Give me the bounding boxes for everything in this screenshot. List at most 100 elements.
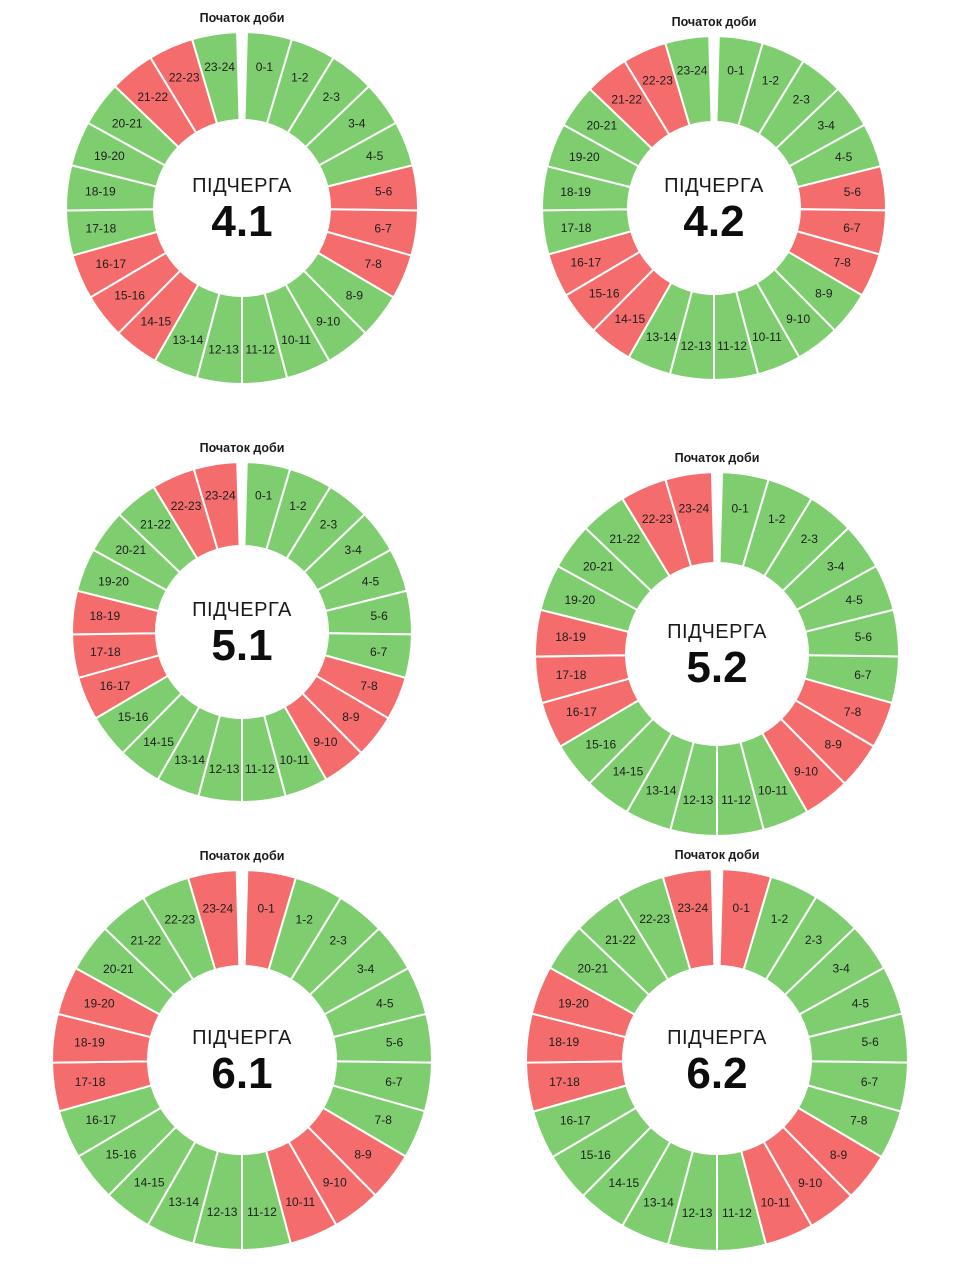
segment-label: 18-19 bbox=[74, 1035, 105, 1049]
segment-label: 17-18 bbox=[90, 645, 121, 659]
segment-23-24-power-off bbox=[664, 471, 716, 568]
segment-label: 16-17 bbox=[100, 679, 131, 693]
schedule-chart-4.2: 0-1 1-2 2-3 3-4 4-5 5-6 6-7 7-8 8-9 9-10 10-11 11-1… bbox=[541, 15, 887, 382]
segment-label: 13-14 bbox=[643, 1196, 674, 1210]
segment-label: 6-7 bbox=[374, 221, 392, 235]
subqueue-number: 4.1 bbox=[211, 197, 272, 246]
segment-label: 12-13 bbox=[209, 762, 240, 776]
segment-label: 8-9 bbox=[815, 287, 833, 301]
segment-label: 20-21 bbox=[112, 116, 143, 130]
segment-label: 9-10 bbox=[316, 315, 340, 329]
segment-label: 13-14 bbox=[168, 1195, 199, 1209]
segment-label: 11-12 bbox=[717, 339, 747, 353]
segment-label: 10-11 bbox=[761, 1196, 791, 1210]
segment-label: 3-4 bbox=[832, 962, 850, 976]
segment-label: 5-6 bbox=[375, 185, 393, 199]
segment-label: 16-17 bbox=[566, 705, 597, 719]
subqueue-number: 4.2 bbox=[683, 197, 744, 246]
segment-label: 8-9 bbox=[354, 1147, 372, 1161]
segment-label: 12-13 bbox=[681, 339, 712, 353]
segment-label: 21-22 bbox=[609, 532, 640, 546]
segment-label: 23-24 bbox=[678, 501, 709, 515]
segment-label: 10-11 bbox=[758, 783, 788, 797]
schedule-chart-5.2: 0-1 1-2 2-3 3-4 4-5 5-6 6-7 7-8 8-9 9-10 10-11 11-1… bbox=[534, 451, 900, 838]
start-of-day-label: Початок доби bbox=[672, 15, 757, 29]
segment-label: 4-5 bbox=[362, 574, 380, 588]
subqueue-title: ПІДЧЕРГА bbox=[667, 621, 767, 643]
segment-label: 18-19 bbox=[555, 630, 586, 644]
segment-label: 6-7 bbox=[854, 668, 872, 682]
segment-label: 1-2 bbox=[771, 912, 789, 926]
segment-label: 7-8 bbox=[375, 1113, 393, 1127]
segment-label: 0-1 bbox=[257, 901, 275, 915]
segment-label: 19-20 bbox=[94, 149, 125, 163]
segment-label: 4-5 bbox=[852, 997, 870, 1011]
segment-label: 17-18 bbox=[561, 221, 592, 235]
segment-label: 12-13 bbox=[207, 1205, 238, 1219]
segment-label: 22-23 bbox=[639, 912, 670, 926]
subqueue-number: 5.1 bbox=[211, 621, 272, 670]
segment-23-24-power-on bbox=[663, 35, 713, 127]
segment-label: 1-2 bbox=[762, 74, 780, 88]
segment-label: 23-24 bbox=[204, 60, 235, 74]
segment-label: 2-3 bbox=[323, 90, 341, 104]
schedule-chart-4.1: 0-1 1-2 2-3 3-4 4-5 5-6 6-7 7-8 8-9 9-10 10-11 11-1… bbox=[65, 11, 419, 386]
segment-label: 7-8 bbox=[833, 256, 851, 270]
segment-label: 1-2 bbox=[289, 499, 307, 513]
segment-label: 3-4 bbox=[818, 118, 836, 132]
segment-label: 8-9 bbox=[825, 738, 843, 752]
segment-label: 2-3 bbox=[329, 933, 347, 947]
segment-label: 18-19 bbox=[560, 185, 591, 199]
segment-label: 23-24 bbox=[203, 901, 234, 915]
segment-label: 15-16 bbox=[580, 1148, 611, 1162]
segment-label: 19-20 bbox=[98, 574, 129, 588]
segment-label: 0-1 bbox=[256, 60, 274, 74]
segment-label: 15-16 bbox=[589, 287, 620, 301]
segment-label: 9-10 bbox=[786, 312, 810, 326]
segment-label: 14-15 bbox=[614, 312, 645, 326]
segment-label: 4-5 bbox=[376, 997, 394, 1011]
start-of-day-label: Початок доби bbox=[675, 848, 760, 862]
segment-23-24-power-off bbox=[192, 461, 241, 551]
segment-label: 10-11 bbox=[752, 330, 782, 344]
segment-label: 12-13 bbox=[208, 342, 239, 356]
segment-label: 22-23 bbox=[169, 71, 200, 85]
segment-label: 2-3 bbox=[801, 532, 819, 546]
segment-label: 20-21 bbox=[578, 962, 609, 976]
subqueue-title: ПІДЧЕРГА bbox=[664, 175, 764, 197]
segment-label: 2-3 bbox=[793, 92, 811, 106]
segment-label: 7-8 bbox=[850, 1113, 868, 1127]
segment-label: 18-19 bbox=[85, 185, 116, 199]
segment-label: 1-2 bbox=[296, 913, 314, 927]
segment-label: 16-17 bbox=[96, 257, 127, 271]
schedule-chart-6.1: 0-1 1-2 2-3 3-4 4-5 5-6 6-7 7-8 8-9 9-10 10-11 11-1… bbox=[51, 849, 433, 1252]
segment-label: 21-22 bbox=[131, 933, 162, 947]
segment-23-24-power-on bbox=[190, 31, 241, 125]
segment-label: 17-18 bbox=[75, 1075, 106, 1089]
segment-label: 9-10 bbox=[313, 735, 337, 749]
segment-label: 13-14 bbox=[646, 330, 677, 344]
segment-label: 19-20 bbox=[564, 593, 595, 607]
segment-label: 14-15 bbox=[609, 1176, 640, 1190]
segment-label: 10-11 bbox=[281, 333, 311, 347]
segment-label: 7-8 bbox=[844, 705, 862, 719]
segment-label: 5-6 bbox=[370, 609, 388, 623]
segment-label: 18-19 bbox=[549, 1035, 580, 1049]
segment-label: 20-21 bbox=[103, 962, 134, 976]
segment-label: 5-6 bbox=[386, 1035, 404, 1049]
segment-label: 9-10 bbox=[798, 1176, 822, 1190]
segment-label: 22-23 bbox=[642, 74, 673, 88]
segment-label: 15-16 bbox=[585, 738, 616, 752]
segment-label: 20-21 bbox=[583, 560, 614, 574]
segment-label: 11-12 bbox=[722, 1206, 752, 1220]
segment-label: 5-6 bbox=[844, 185, 862, 199]
segment-label: 18-19 bbox=[89, 609, 120, 623]
segment-label: 23-24 bbox=[205, 489, 236, 503]
segment-label: 8-9 bbox=[830, 1148, 848, 1162]
segment-label: 4-5 bbox=[845, 593, 863, 607]
segment-label: 13-14 bbox=[173, 333, 204, 347]
segment-label: 14-15 bbox=[141, 315, 172, 329]
segment-label: 20-21 bbox=[115, 543, 146, 557]
segment-label: 3-4 bbox=[345, 543, 363, 557]
segment-label: 16-17 bbox=[570, 256, 601, 270]
